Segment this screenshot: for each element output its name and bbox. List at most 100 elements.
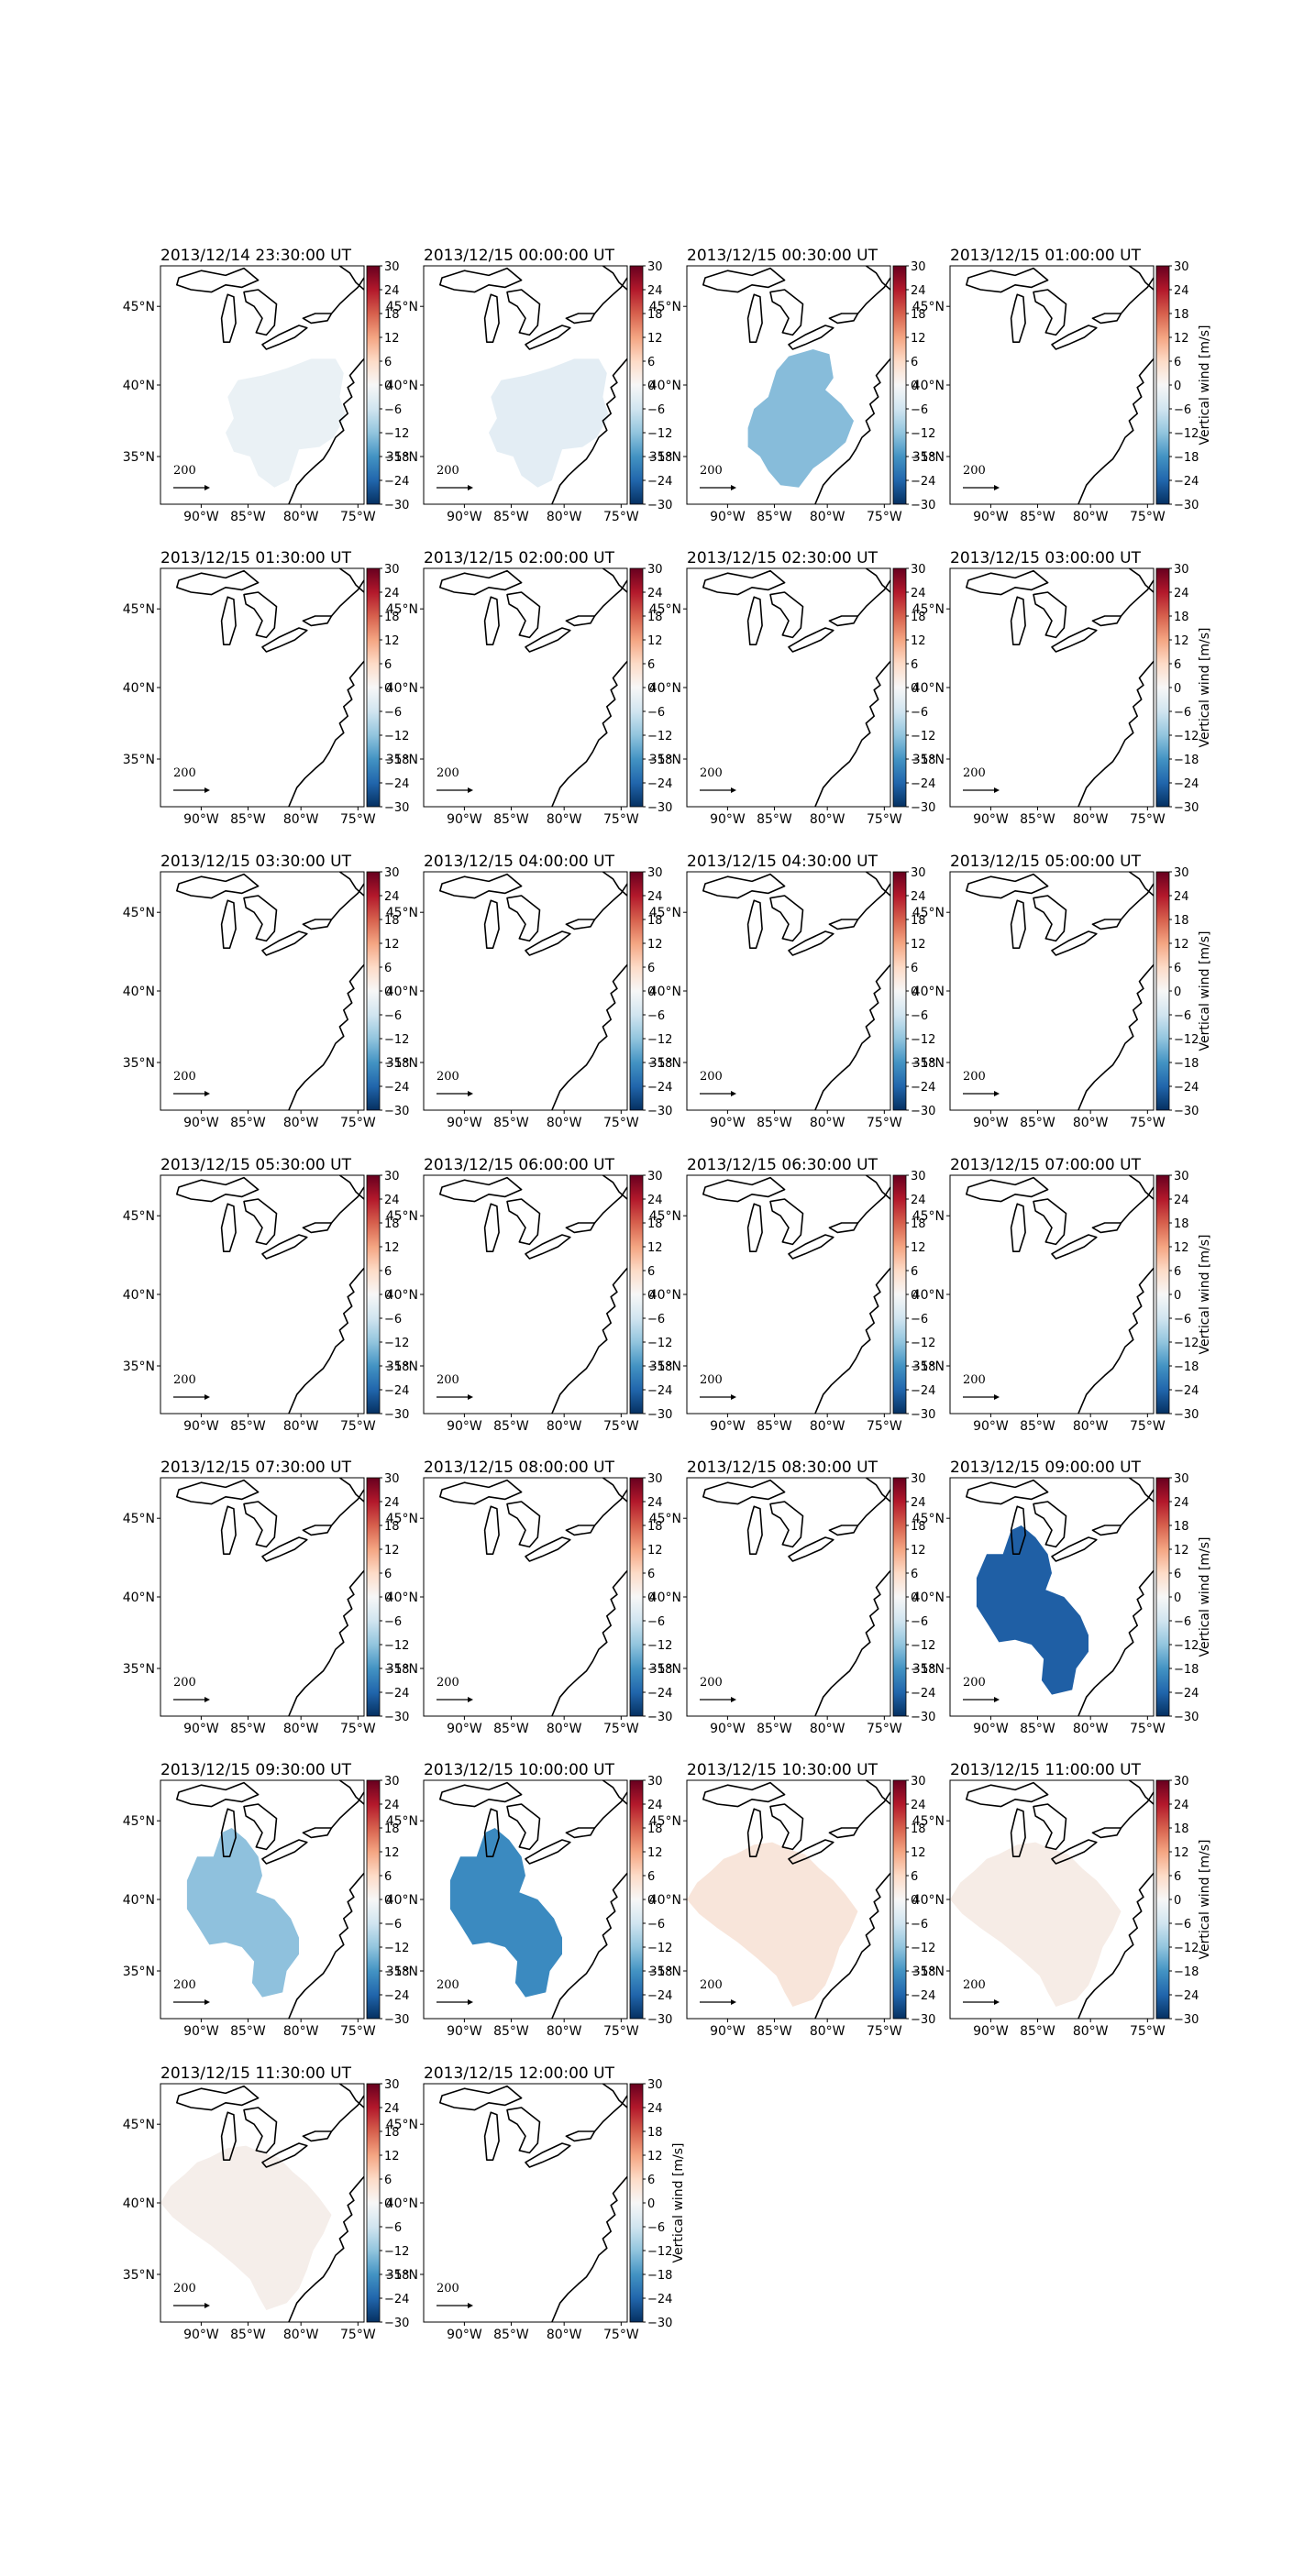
colorbar xyxy=(892,1779,907,2020)
colorbar-tick-label: −12 xyxy=(1174,730,1199,743)
colorbar-tick-label: −24 xyxy=(647,1384,672,1398)
st-lawrence-line xyxy=(856,883,891,920)
colorbar-tick-label: 18 xyxy=(1174,914,1189,928)
reference-arrow-head xyxy=(204,1394,210,1400)
colorbar-tick-label: 18 xyxy=(647,1217,663,1231)
colorbar-tick-label: 0 xyxy=(911,1894,918,1908)
colorbar-tick-label: −12 xyxy=(647,1337,672,1350)
colorbar xyxy=(629,1779,644,2020)
wind-field-region xyxy=(687,1842,858,2007)
axes-background xyxy=(950,1175,1154,1414)
colorbar-tick-label: −30 xyxy=(911,2013,935,2027)
lon-tick-label: 85°W xyxy=(1020,1116,1055,1130)
lon-tick-label: 90°W xyxy=(973,1116,1009,1130)
reference-arrow-label: 200 xyxy=(173,766,196,780)
colorbar-tick-label: 12 xyxy=(911,1846,926,1860)
lat-tick-label: 40°N xyxy=(386,681,418,696)
northeast-coastline xyxy=(338,1174,365,1200)
colorbar-tick-label: 0 xyxy=(384,380,392,393)
colorbar-tick-label: 0 xyxy=(1174,380,1181,393)
lake-ontario-outline xyxy=(1091,1222,1122,1234)
colorbar-tick-label: −12 xyxy=(384,427,409,441)
colorbar-tick-label: 24 xyxy=(647,587,663,600)
colorbar-tick-label: 24 xyxy=(911,1799,926,1812)
colorbar-tick-label: −24 xyxy=(911,475,935,489)
colorbar-tick-label: 24 xyxy=(1174,890,1189,904)
colorbar-tick-label: 18 xyxy=(384,1520,400,1534)
colorbar-tick-label: 30 xyxy=(647,260,663,274)
reference-arrow-head xyxy=(204,1091,210,1096)
lon-tick-label: 85°W xyxy=(757,812,792,827)
colorbar-tick-label: 18 xyxy=(911,1520,926,1534)
colorbar-tick-label: −12 xyxy=(384,1639,409,1653)
colorbar-tick-label: 24 xyxy=(384,890,400,904)
lon-tick-label: 90°W xyxy=(183,510,219,524)
lake-superior-outline xyxy=(966,1176,1049,1203)
colorbar-tick-label: −24 xyxy=(384,1989,409,2003)
lat-tick-label: 35°N xyxy=(123,2268,155,2283)
lake-michigan-outline xyxy=(1010,1505,1026,1555)
wind-field-region xyxy=(747,349,854,488)
colorbar-tick-label: 0 xyxy=(647,1591,655,1605)
colorbar-tick-label: 30 xyxy=(384,1775,400,1789)
lake-huron-outline xyxy=(506,591,541,639)
lon-tick-label: 90°W xyxy=(710,510,746,524)
lat-tick-label: 45°N xyxy=(912,1512,945,1526)
lon-tick-label: 80°W xyxy=(547,812,582,827)
atlantic-coastline xyxy=(288,1569,365,1717)
colorbar-tick-label: 0 xyxy=(1174,682,1181,696)
atlantic-coastline xyxy=(814,1569,891,1717)
colorbar-tick-label: 6 xyxy=(647,1265,655,1279)
lon-tick-label: 90°W xyxy=(447,2024,482,2039)
colorbar-tick-label: −18 xyxy=(384,1965,409,1979)
lake-ontario-outline xyxy=(1091,919,1122,930)
lake-huron-outline xyxy=(769,289,804,336)
lake-ontario-outline xyxy=(565,1222,596,1234)
lon-tick-label: 85°W xyxy=(230,2024,266,2039)
lake-erie-outline xyxy=(525,325,571,350)
reference-arrow-label: 200 xyxy=(173,1978,196,1992)
colorbar-tick-label: −12 xyxy=(384,1033,409,1047)
lat-tick-label: 45°N xyxy=(912,602,945,617)
colorbar-tick-label: 12 xyxy=(911,634,926,648)
lat-tick-label: 40°N xyxy=(912,681,945,696)
reference-arrow-head xyxy=(468,1394,473,1400)
wind-field-region xyxy=(449,1828,562,1998)
colorbar-tick-label: −12 xyxy=(911,1033,935,1047)
lat-tick-label: 35°N xyxy=(386,1056,418,1071)
map-panel: 2013/12/15 10:30:00 UT 200 45°N 40°N 35°N 90°… xyxy=(649,1761,936,2039)
lon-tick-label: 80°W xyxy=(547,2024,582,2039)
colorbar-label: Vertical wind [m/s] xyxy=(1198,628,1212,748)
northeast-coastline xyxy=(338,1779,365,1805)
lake-michigan-outline xyxy=(483,596,500,646)
northeast-coastline xyxy=(602,567,628,593)
colorbar xyxy=(366,2083,381,2323)
lake-ontario-outline xyxy=(828,313,859,325)
axes-background xyxy=(160,1478,364,1716)
colorbar-tick-label: 18 xyxy=(647,611,663,624)
panel-title: 2013/12/15 11:30:00 UT xyxy=(160,2064,352,2083)
lake-michigan-outline xyxy=(483,1203,500,1252)
lake-huron-outline xyxy=(243,1803,278,1851)
st-lawrence-line xyxy=(593,1791,628,1829)
panel-title: 2013/12/15 03:30:00 UT xyxy=(160,853,352,871)
northeast-coastline xyxy=(865,265,891,291)
panel-title: 2013/12/15 09:30:00 UT xyxy=(160,1761,352,1779)
lon-tick-label: 75°W xyxy=(340,812,376,827)
colorbar-tick-label: −6 xyxy=(911,1313,928,1327)
reference-arrow-head xyxy=(731,1697,736,1702)
lon-tick-label: 85°W xyxy=(1020,812,1055,827)
lon-tick-label: 75°W xyxy=(1130,1116,1166,1130)
map-panel: 2013/12/15 05:30:00 UT 200 45°N 40°N 35°N 90°… xyxy=(123,1156,410,1434)
colorbar-tick-label: −18 xyxy=(384,1057,409,1071)
colorbar-tick-label: −24 xyxy=(911,1081,935,1095)
lake-erie-outline xyxy=(788,627,834,653)
lon-tick-label: 80°W xyxy=(283,510,319,524)
map-panel: 2013/12/15 00:30:00 UT 200 45°N 40°N 35°N 90°… xyxy=(649,247,936,524)
lon-tick-label: 90°W xyxy=(183,2328,219,2342)
lon-tick-label: 80°W xyxy=(1073,1116,1109,1130)
reference-arrow-head xyxy=(468,1091,473,1096)
colorbar-tick-label: −30 xyxy=(1174,2013,1199,2027)
colorbar-tick-label: 6 xyxy=(647,1870,655,1884)
map-panel: 2013/12/15 11:00:00 UT 200 45°N 40°N 35°N 90°… xyxy=(912,1761,1212,2039)
